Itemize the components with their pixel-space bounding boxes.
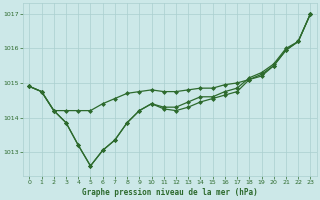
X-axis label: Graphe pression niveau de la mer (hPa): Graphe pression niveau de la mer (hPa) <box>82 188 258 197</box>
